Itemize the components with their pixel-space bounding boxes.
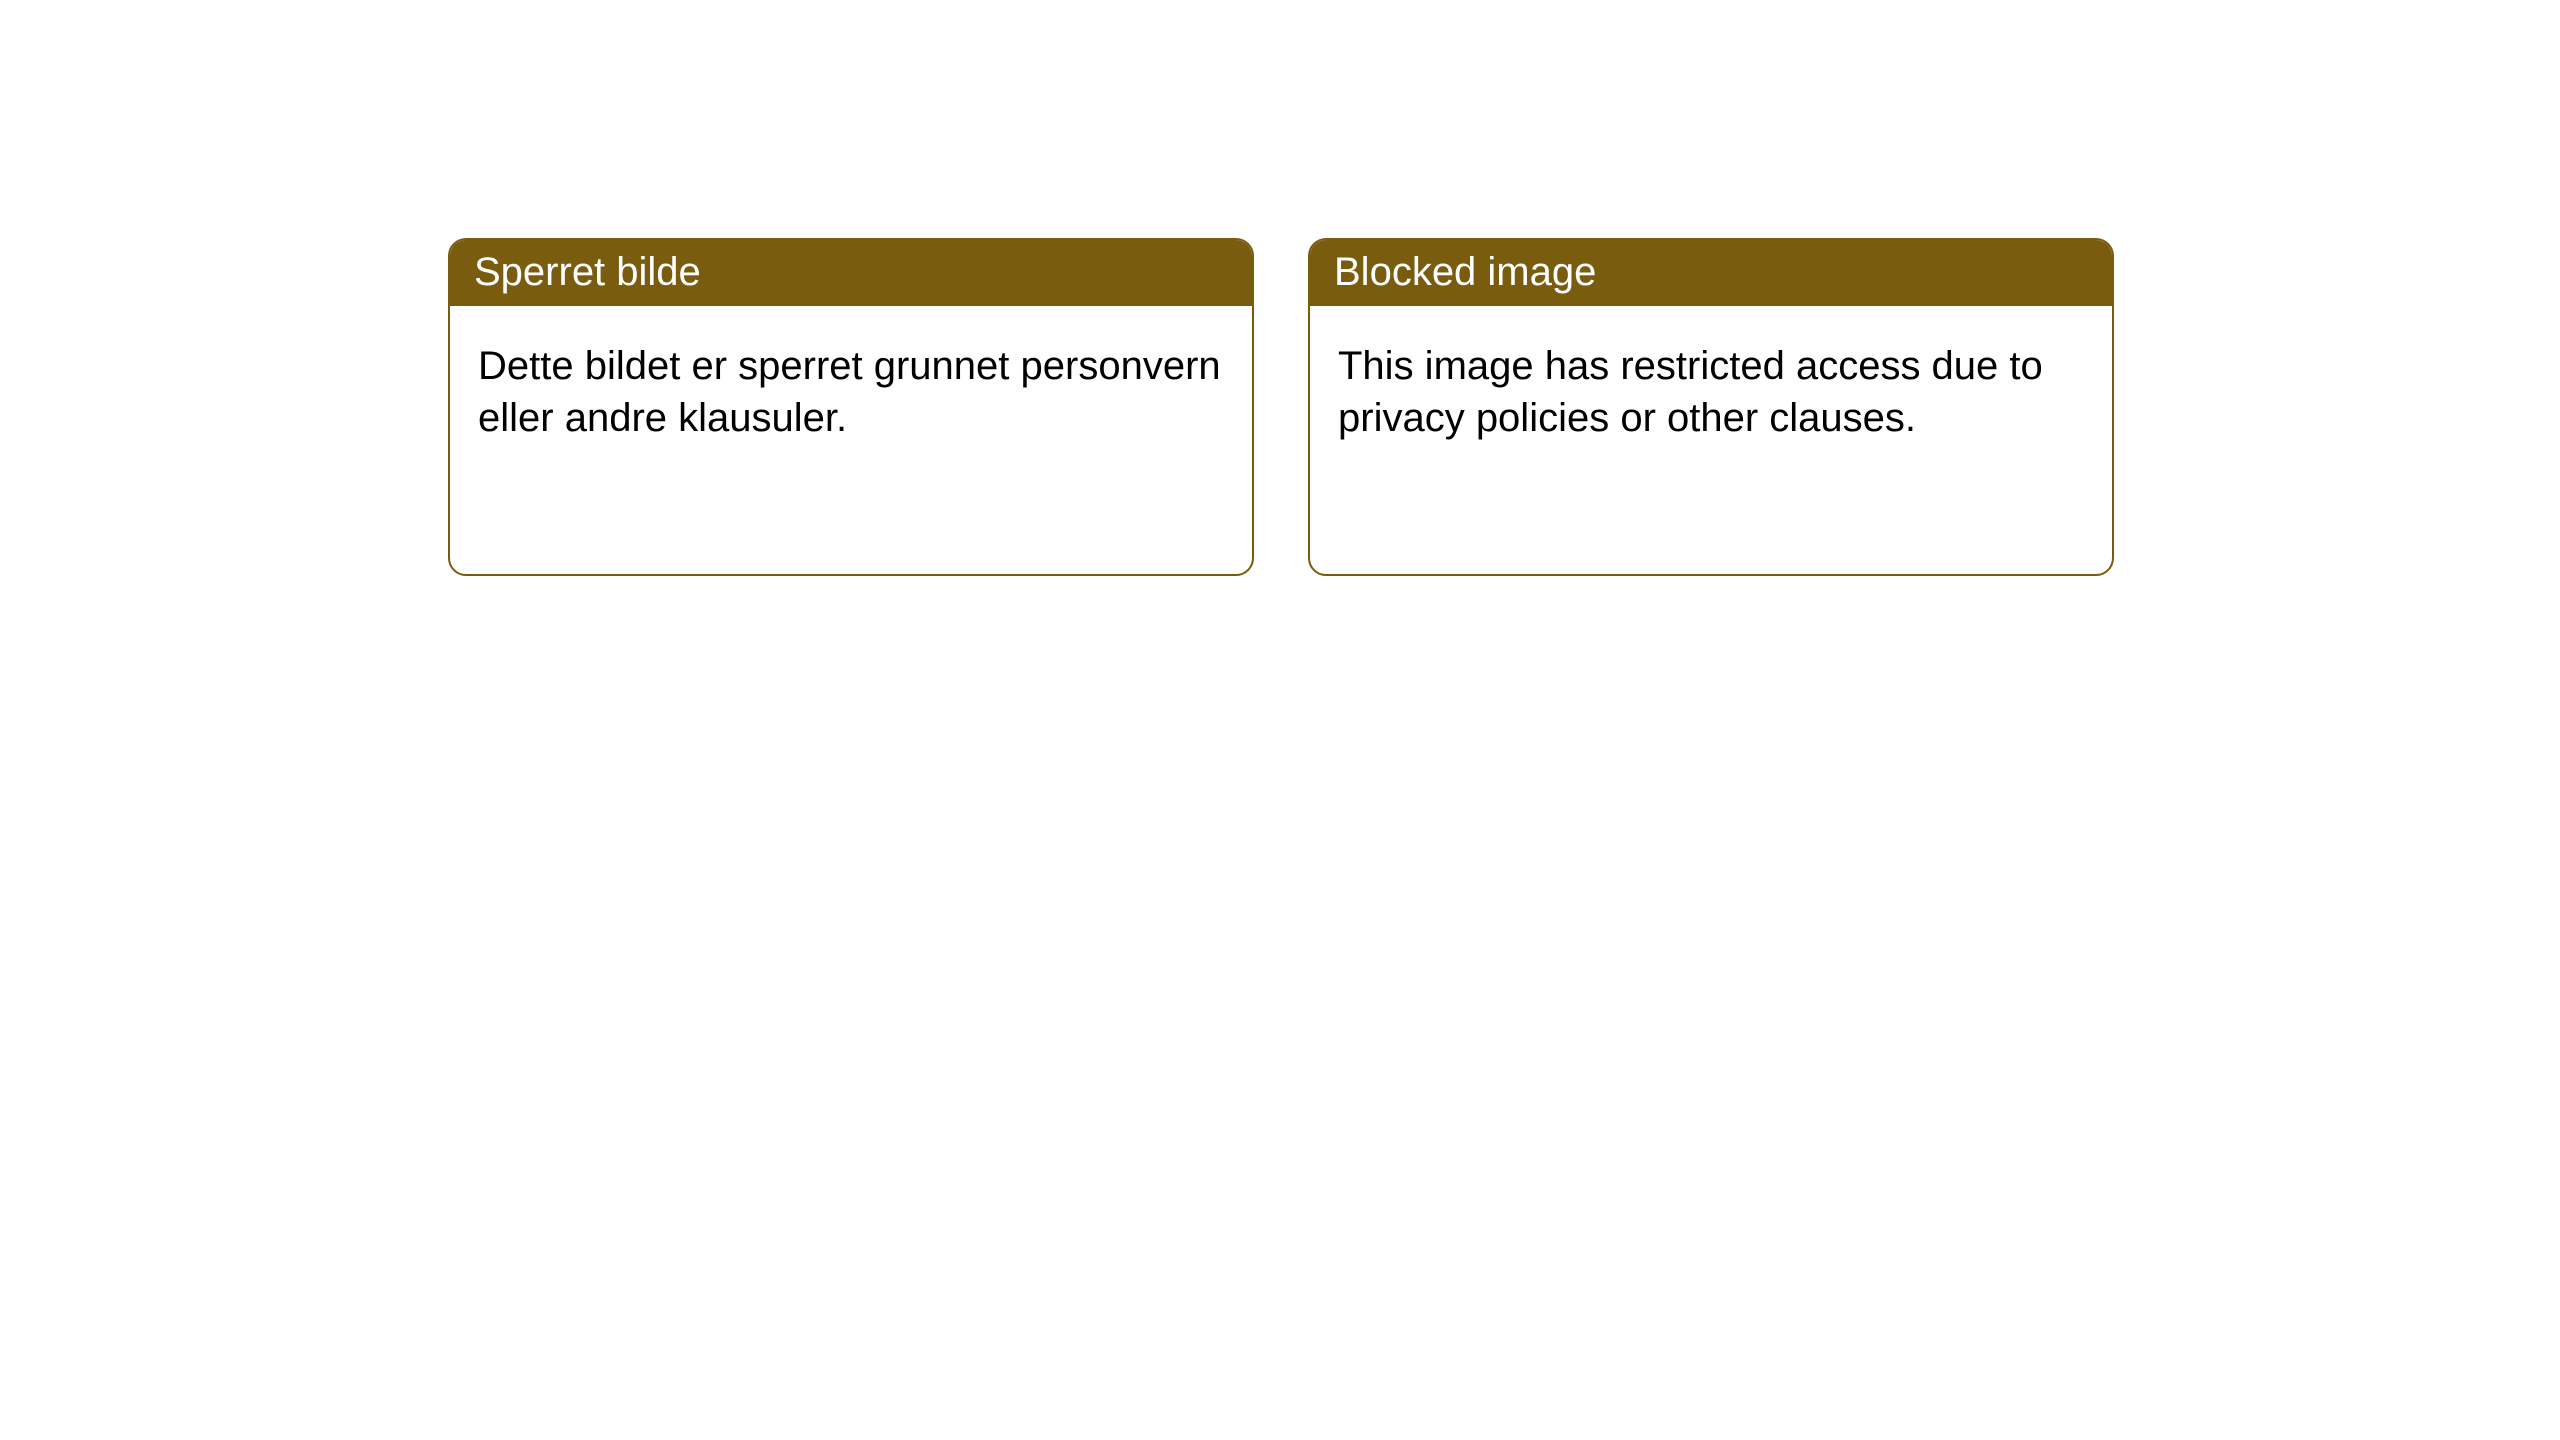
notice-card-english: Blocked image This image has restricted … <box>1308 238 2114 576</box>
notice-body-norwegian: Dette bildet er sperret grunnet personve… <box>450 306 1252 478</box>
notice-card-norwegian: Sperret bilde Dette bildet er sperret gr… <box>448 238 1254 576</box>
notice-container: Sperret bilde Dette bildet er sperret gr… <box>0 0 2560 576</box>
notice-title-norwegian: Sperret bilde <box>450 240 1252 306</box>
notice-title-english: Blocked image <box>1310 240 2112 306</box>
notice-body-english: This image has restricted access due to … <box>1310 306 2112 478</box>
